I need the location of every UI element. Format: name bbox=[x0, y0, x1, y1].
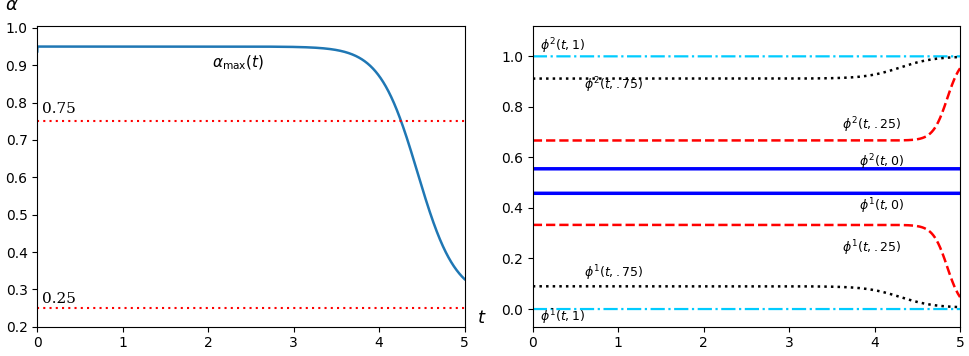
Text: 0.25: 0.25 bbox=[43, 292, 77, 306]
Text: $\phi^2(t,1)$: $\phi^2(t,1)$ bbox=[539, 36, 584, 56]
Text: $\alpha_{\max}(t)$: $\alpha_{\max}(t)$ bbox=[212, 53, 265, 72]
Text: 0.75: 0.75 bbox=[43, 102, 77, 116]
Text: $\phi^2(t,.25)$: $\phi^2(t,.25)$ bbox=[841, 116, 900, 135]
Text: $\phi^2(t,0)$: $\phi^2(t,0)$ bbox=[859, 152, 903, 172]
Text: $\phi^1(t,.25)$: $\phi^1(t,.25)$ bbox=[841, 238, 900, 258]
Text: $\phi^1(t,1)$: $\phi^1(t,1)$ bbox=[539, 308, 584, 328]
Text: $\phi^1(t,.75)$: $\phi^1(t,.75)$ bbox=[583, 263, 642, 283]
Text: $t$: $t$ bbox=[477, 309, 486, 327]
Y-axis label: $\alpha$: $\alpha$ bbox=[5, 0, 18, 14]
Text: $\phi^2(t,.75)$: $\phi^2(t,.75)$ bbox=[583, 75, 642, 95]
Text: $\phi^1(t,0)$: $\phi^1(t,0)$ bbox=[859, 197, 903, 216]
